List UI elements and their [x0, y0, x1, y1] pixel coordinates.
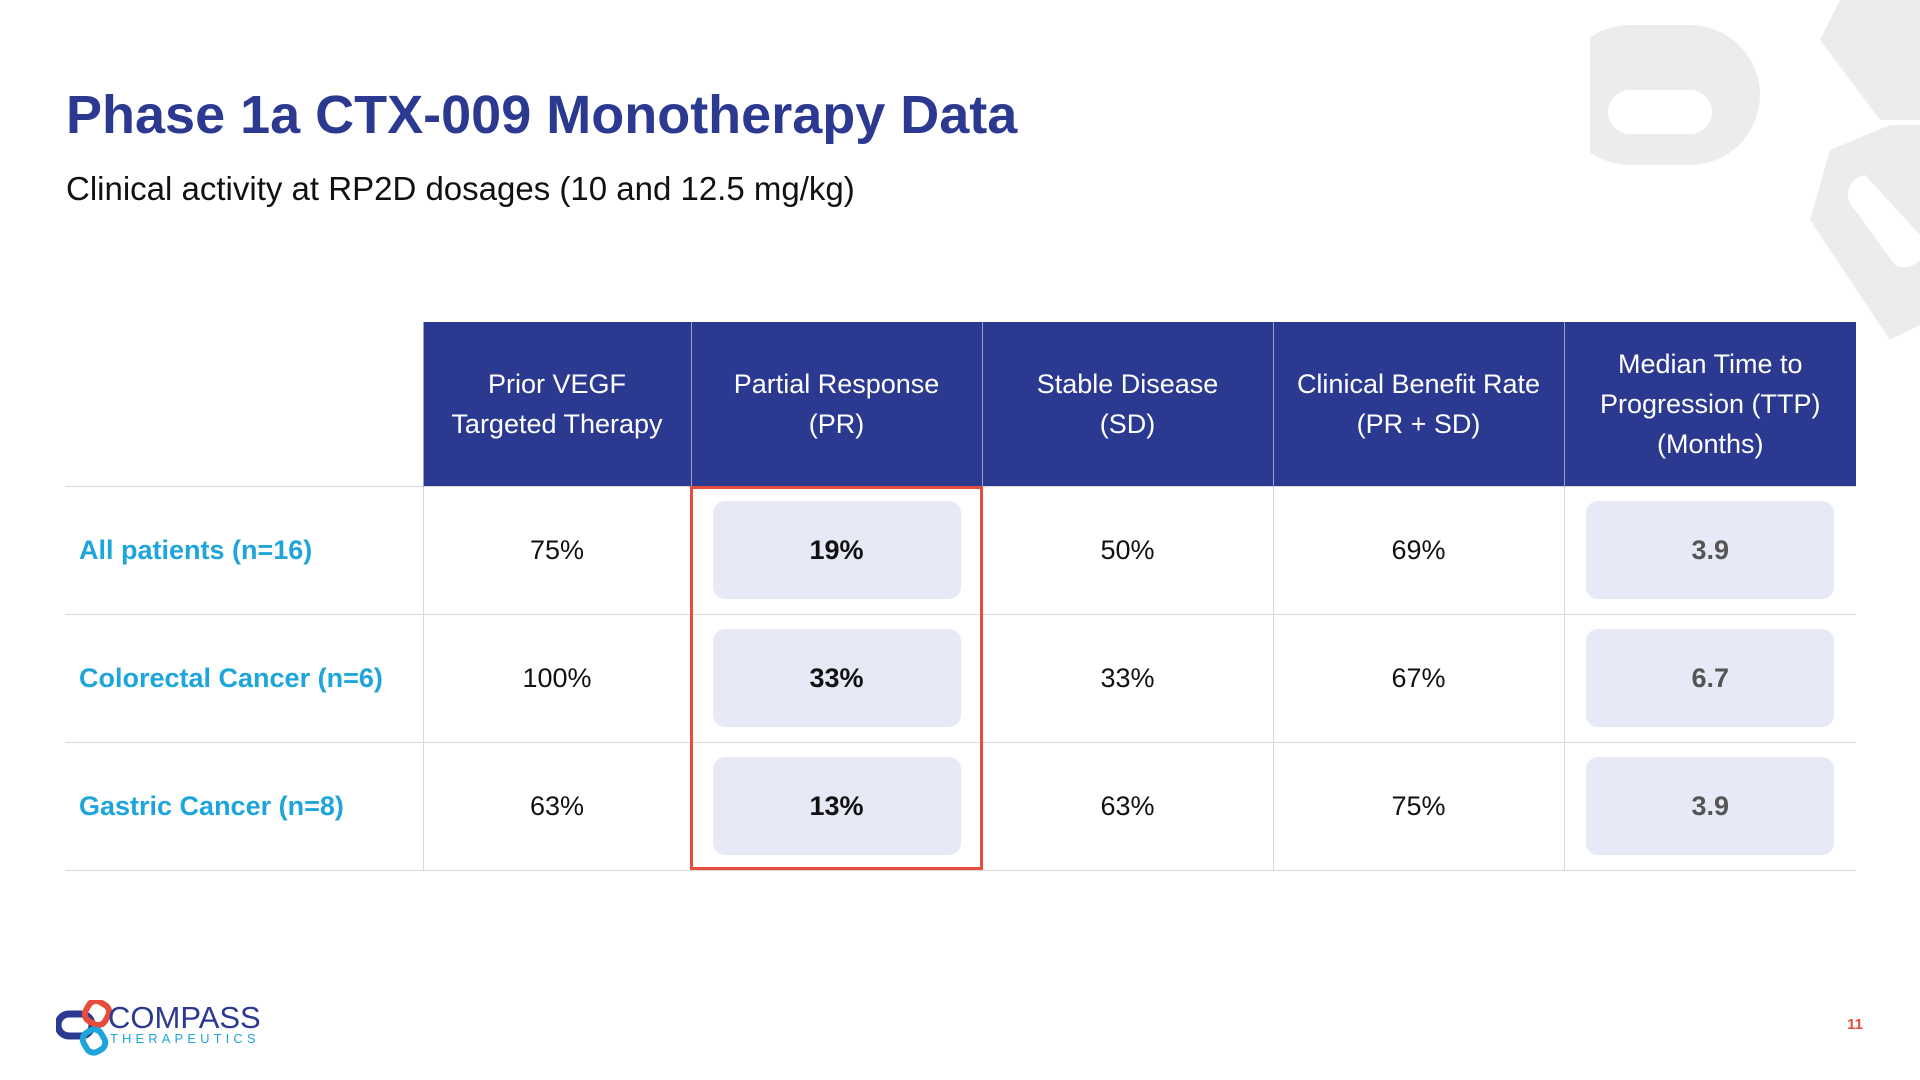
- pr-value-pill: 33%: [712, 629, 961, 727]
- table-row: Colorectal Cancer (n=6) 100% 33% 33% 67%…: [65, 614, 1856, 743]
- ttp-value-pill: 3.9: [1586, 501, 1835, 599]
- logo-wordmark: COMPASS: [108, 1000, 261, 1035]
- header-clinical-benefit-rate: Clinical Benefit Rate (PR + SD): [1272, 322, 1564, 486]
- pr-value-pill: 19%: [712, 501, 961, 599]
- cell-stable-disease: 63%: [981, 742, 1273, 871]
- header-prior-vegf: Prior VEGF Targeted Therapy: [422, 322, 691, 486]
- cell-median-ttp: 6.7: [1563, 614, 1856, 743]
- row-label: Gastric Cancer (n=8): [65, 742, 423, 871]
- ttp-value-pill: 3.9: [1586, 757, 1835, 855]
- cell-partial-response: 19%: [690, 485, 982, 615]
- cell-prior-vegf: 75%: [422, 485, 691, 615]
- ttp-value-pill: 6.7: [1586, 629, 1835, 727]
- cell-median-ttp: 3.9: [1563, 742, 1856, 871]
- cell-partial-response: 13%: [690, 742, 982, 871]
- table-row: Gastric Cancer (n=8) 63% 13% 63% 75% 3.9: [65, 742, 1856, 871]
- cell-clinical-benefit-rate: 69%: [1272, 485, 1564, 615]
- cell-clinical-benefit-rate: 75%: [1272, 742, 1564, 871]
- table-row: All patients (n=16) 75% 19% 50% 69% 3.9: [65, 485, 1856, 615]
- cell-clinical-benefit-rate: 67%: [1272, 614, 1564, 743]
- header-partial-response: Partial Response (PR): [690, 322, 982, 486]
- compass-logo-icon: [56, 1000, 113, 1056]
- row-label: All patients (n=16): [65, 485, 423, 615]
- cell-median-ttp: 3.9: [1563, 485, 1856, 615]
- slide-subtitle: Clinical activity at RP2D dosages (10 an…: [66, 170, 855, 207]
- cell-partial-response: 33%: [690, 614, 982, 743]
- page-number: 11: [1847, 1016, 1863, 1033]
- slide-title: Phase 1a CTX-009 Monotherapy Data: [66, 85, 1018, 145]
- pr-value-pill: 13%: [712, 757, 961, 855]
- table-header-row: Prior VEGF Targeted Therapy Partial Respo…: [65, 322, 1856, 486]
- results-table: Prior VEGF Targeted Therapy Partial Respo…: [65, 322, 1856, 871]
- header-blank-cell: [65, 322, 423, 486]
- cell-prior-vegf: 100%: [422, 614, 691, 743]
- header-median-ttp: Median Time to Progression (TTP) (Months): [1563, 322, 1856, 486]
- logo-subtext: THERAPEUTICS: [110, 1031, 260, 1046]
- header-stable-disease: Stable Disease (SD): [981, 322, 1273, 486]
- cell-stable-disease: 50%: [981, 485, 1273, 615]
- cell-prior-vegf: 63%: [422, 742, 691, 871]
- row-label: Colorectal Cancer (n=6): [65, 614, 423, 743]
- cell-stable-disease: 33%: [981, 614, 1273, 743]
- background-logo-watermark: [1590, 0, 1920, 340]
